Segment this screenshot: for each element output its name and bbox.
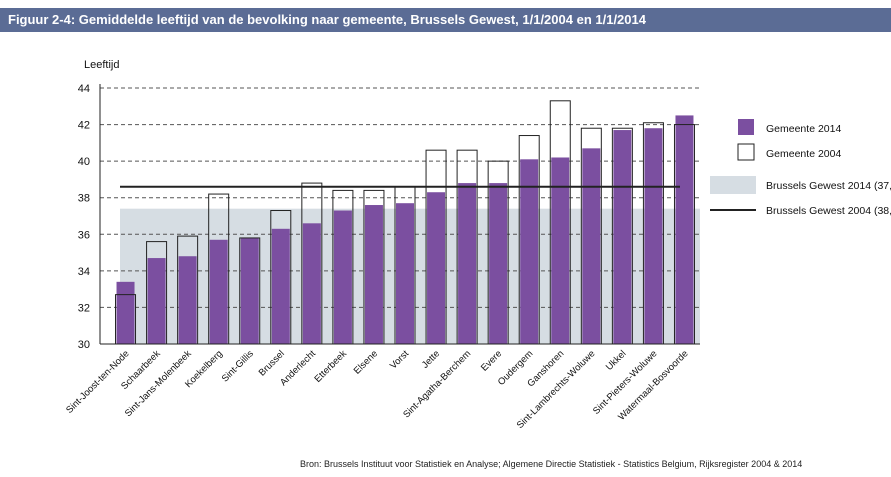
bar-2004-16 xyxy=(611,127,633,345)
y-tick-label-40: 40 xyxy=(78,156,90,168)
bar-2004-10 xyxy=(425,149,447,345)
x-tick-label-12: Evere xyxy=(479,348,504,373)
x-tick-label-5: Brussel xyxy=(257,348,287,378)
bar-2014-14 xyxy=(551,157,570,344)
bar-2014-5 xyxy=(271,228,290,344)
x-tick-label-9: Vorst xyxy=(388,348,411,371)
y-tick-label-36: 36 xyxy=(78,229,90,241)
y-tick-label-32: 32 xyxy=(78,302,90,314)
bar-2014-17 xyxy=(644,128,663,344)
bar-2004-12 xyxy=(487,160,509,345)
bar-2004-13 xyxy=(518,135,540,345)
y-tick-label-44: 44 xyxy=(78,83,90,95)
bar-2014-8 xyxy=(364,205,383,344)
bar-2004-2 xyxy=(177,235,199,345)
legend-label-line-2004: Brussels Gewest 2004 (38,6) xyxy=(766,205,891,217)
bar-2004-6 xyxy=(301,182,323,345)
bar-2014-15 xyxy=(582,148,601,344)
bar-2014-3 xyxy=(209,239,228,344)
x-tick-label-7: Etterbeek xyxy=(312,348,349,385)
bar-2004-18 xyxy=(673,124,695,345)
x-tick-label-8: Elsene xyxy=(352,348,380,376)
bar-2004-5 xyxy=(270,210,292,345)
x-tick-label-10: Jette xyxy=(420,348,442,370)
legend-label-2004: Gemeente 2004 xyxy=(766,148,841,160)
bar-2014-7 xyxy=(333,210,352,344)
bar-2014-6 xyxy=(302,223,321,344)
x-tick-label-4: Sint-Gillis xyxy=(220,348,256,384)
bar-2014-18 xyxy=(675,115,694,344)
bar-2014-10 xyxy=(427,192,446,344)
bar-2014-4 xyxy=(240,237,259,344)
bar-2014-0 xyxy=(116,281,135,344)
figure-header: Figuur 2-4: Gemiddelde leeftijd van de b… xyxy=(0,8,891,32)
legend-label-band-2014: Brussels Gewest 2014 (37,4) xyxy=(766,180,891,192)
bar-2004-14 xyxy=(549,100,571,345)
source-note: Bron: Brussels Instituut voor Statistiek… xyxy=(300,459,803,469)
bar-2004-1 xyxy=(146,241,168,345)
bar-2014-11 xyxy=(458,183,477,344)
y-tick-label-30: 30 xyxy=(78,339,90,351)
y-tick-label-42: 42 xyxy=(78,120,90,132)
legend-swatch-2014 xyxy=(738,119,754,135)
bar-2014-12 xyxy=(489,183,508,344)
y-tick-label-34: 34 xyxy=(78,266,90,278)
bar-2014-9 xyxy=(396,203,414,344)
bar-2004-0 xyxy=(115,294,137,345)
bar-2004-8 xyxy=(363,189,385,345)
legend-swatch-2004 xyxy=(737,143,755,161)
figure-title: Figuur 2-4: Gemiddelde leeftijd van de b… xyxy=(8,12,646,27)
bar-2004-4 xyxy=(239,237,261,345)
y-tick-label-38: 38 xyxy=(78,193,90,205)
bar-2004-11 xyxy=(456,149,478,345)
legend-swatch-band-2014 xyxy=(710,176,756,194)
bar-2014-13 xyxy=(520,159,539,344)
bar-2004-17 xyxy=(642,122,664,345)
bar-2004-7 xyxy=(332,189,354,345)
bar-2004-15 xyxy=(580,127,602,345)
bar-2014-2 xyxy=(178,256,197,344)
legend-label-2014: Gemeente 2014 xyxy=(766,123,841,135)
x-tick-label-16: Ukkel xyxy=(604,348,629,373)
y-axis-label: Leeftijd xyxy=(84,59,119,71)
bar-2004-3 xyxy=(208,193,230,345)
bar-2014-1 xyxy=(147,258,166,344)
bar-2014-16 xyxy=(613,130,632,344)
